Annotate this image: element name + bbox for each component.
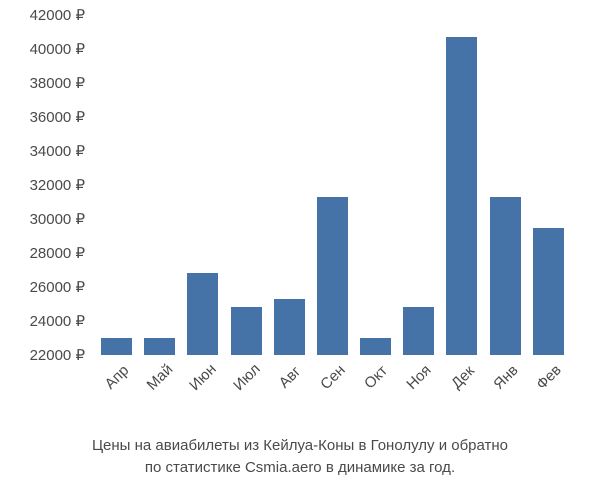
bar	[317, 197, 348, 355]
bar	[490, 197, 521, 355]
y-tick-label: 26000 ₽	[30, 278, 85, 296]
y-tick-label: 40000 ₽	[30, 40, 85, 58]
x-tick-label: Фев	[528, 356, 600, 429]
y-axis: 22000 ₽24000 ₽26000 ₽28000 ₽30000 ₽32000…	[0, 15, 90, 355]
chart-caption-line1: Цены на авиабилеты из Кейлуа-Коны в Гоно…	[0, 435, 600, 456]
bar	[360, 338, 391, 355]
y-tick-label: 38000 ₽	[30, 74, 85, 92]
bar	[403, 307, 434, 355]
bar	[231, 307, 262, 355]
y-tick-label: 36000 ₽	[30, 108, 85, 126]
chart-caption-line2: по статистике Csmia.aero в динамике за г…	[0, 457, 600, 478]
bars-group	[95, 15, 570, 355]
y-tick-label: 22000 ₽	[30, 346, 85, 364]
price-chart: 22000 ₽ 24000 ₽ 26000 ₽ 28000 ₽ 30000 ₽ 32000…	[0, 0, 600, 500]
x-axis: АпрМайИюнИюлАвгСенОктНояДекЯнвФев	[95, 360, 570, 420]
bar	[533, 228, 564, 356]
y-tick-label: 28000 ₽	[30, 244, 85, 262]
y-tick-label: 42000 ₽	[30, 6, 85, 24]
y-tick-label: 30000 ₽	[30, 210, 85, 228]
y-tick-label: 24000 ₽	[30, 312, 85, 330]
plot-area	[95, 15, 570, 355]
y-tick-label: 32000 ₽	[30, 176, 85, 194]
bar	[446, 37, 477, 355]
bar	[144, 338, 175, 355]
y-tick-label: 34000 ₽	[30, 142, 85, 160]
bar	[101, 338, 132, 355]
bar	[187, 273, 218, 355]
bar	[274, 299, 305, 355]
